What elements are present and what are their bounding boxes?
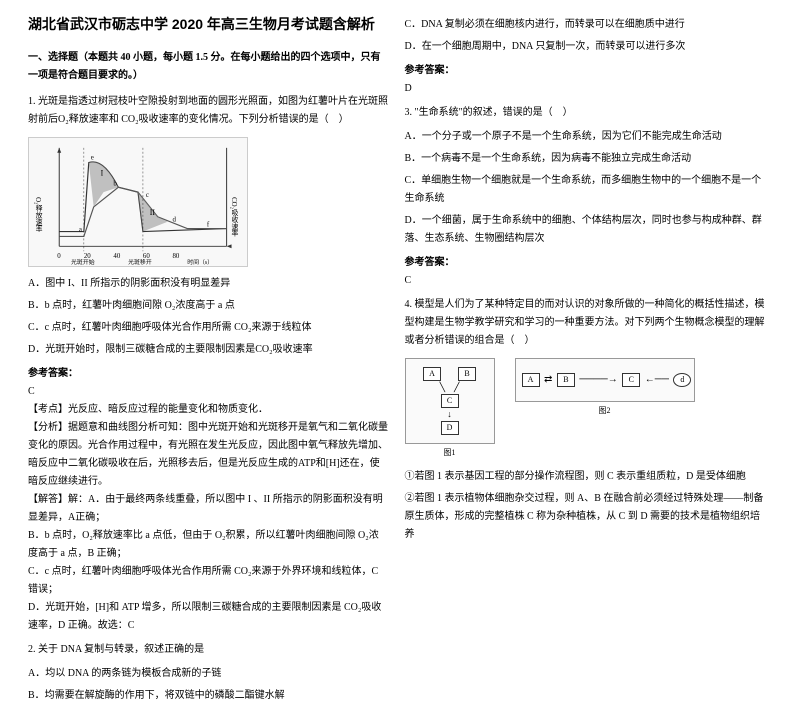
q2-answer-label: 参考答案： xyxy=(405,62,766,80)
svg-text:O₂释放速率: O₂释放速率 xyxy=(34,197,42,233)
svg-text:I: I xyxy=(101,169,104,178)
svg-text:e: e xyxy=(91,155,94,162)
q1-point: 【考点】光反应、暗反应过程的能量变化和物质变化． xyxy=(28,401,389,419)
arrow-icon: ⇄ xyxy=(544,371,552,389)
d2-node-c: C xyxy=(622,373,640,387)
q3-answer-label: 参考答案： xyxy=(405,254,766,272)
diagram-1: A B ╲ ╱ C ↓ D xyxy=(405,358,495,444)
section-1-header: 一、选择题（本题共 40 小题，每小题 1.5 分。在每小题给出的四个选项中，只… xyxy=(28,49,389,85)
q2-option-b: B．均需要在解旋酶的作用下，将双链中的磷酸二酯键水解 xyxy=(28,687,389,705)
q1-chart: a e b c d f I II 0 20 40 60 80 O₂释放速率 CO… xyxy=(28,137,248,267)
q2-answer: D xyxy=(405,80,766,98)
d2-node-a: A xyxy=(522,373,540,387)
q3-option-a: A．一个分子或一个原子不是一个生命系统，因为它们不能完成生命活动 xyxy=(405,128,766,146)
d1-node-d: D xyxy=(441,421,459,435)
q1-answer-label: 参考答案： xyxy=(28,365,389,383)
svg-text:CO₂吸收速率: CO₂吸收速率 xyxy=(230,197,238,238)
left-column: 湖北省武汉市砺志中学 2020 年高三生物月考试题含解析 一、选择题（本题共 4… xyxy=(20,12,397,549)
svg-text:b: b xyxy=(113,180,117,187)
svg-text:f: f xyxy=(207,222,210,229)
q1-analysis-5: D．光斑开始，[H]和 ATP 增多，所以限制三碳糖合成的主要限制因素是 CO₂… xyxy=(28,599,389,635)
d1-node-a: A xyxy=(423,367,441,381)
d2-node-b: B xyxy=(557,373,575,387)
exam-title: 湖北省武汉市砺志中学 2020 年高三生物月考试题含解析 xyxy=(28,12,389,37)
d2-node-d: d xyxy=(673,373,691,387)
q1-option-a: A．图中 I、II 所指示的阴影面积没有明显差异 xyxy=(28,275,389,293)
q3-answer: C xyxy=(405,272,766,290)
d1-node-b: B xyxy=(458,367,476,381)
svg-text:80: 80 xyxy=(172,253,179,260)
diagram-1-wrapper: A B ╲ ╱ C ↓ D 图1 xyxy=(405,358,495,460)
svg-text:II: II xyxy=(150,208,156,217)
q3-option-b: B．一个病毒不是一个生命系统，因为病毒不能独立完成生命活动 xyxy=(405,150,766,168)
svg-text:光斑开始: 光斑开始 xyxy=(71,258,95,266)
svg-text:d: d xyxy=(172,217,176,224)
diagram-2: A ⇄ B ────→ C ←── d xyxy=(515,358,695,402)
arrow-icon: ←── xyxy=(645,371,669,389)
q2-option-c: C．DNA 复制必须在细胞核内进行，而转录可以在细胞质中进行 xyxy=(405,16,766,34)
svg-text:光斑移开: 光斑移开 xyxy=(128,258,152,266)
q1-analysis-3: B．b 点时，O₂释放速率比 a 点低，但由于 O₂积累，所以红薯叶肉细胞间隙 … xyxy=(28,527,389,563)
diagram-2-label: 图2 xyxy=(515,404,695,418)
q1-analysis-4: C．c 点时，红薯叶肉细胞呼吸体光合作用所需 CO₂来源于外界环境和线粒体，C … xyxy=(28,563,389,599)
q4-diagrams: A B ╲ ╱ C ↓ D 图1 A ⇄ B xyxy=(405,358,766,460)
question-1-stem: 1. 光斑是指透过树冠枝叶空隙投射到地面的圆形光照面，如图为红薯叶片在光斑照射前… xyxy=(28,93,389,129)
q1-analysis-2: 【解答】解：A．由于最终两条线重叠，所以图中 I 、II 所指示的阴影面积没有明… xyxy=(28,491,389,527)
q4-sub-2: ②若图 1 表示植物体细胞杂交过程，则 A、B 在融合前必须经过特殊处理——制备… xyxy=(405,490,766,544)
svg-text:a: a xyxy=(79,227,82,234)
d1-node-c: C xyxy=(441,394,459,408)
q3-option-d: D．一个细菌，属于生命系统中的细胞、个体结构层次，同时也参与构成种群、群落、生态… xyxy=(405,212,766,248)
q2-option-a: A．均以 DNA 的两条链为模板合成新的子链 xyxy=(28,665,389,683)
question-4-stem: 4. 模型是人们为了某种特定目的而对认识的对象所做的一种简化的概括性描述，模型构… xyxy=(405,296,766,350)
svg-text:40: 40 xyxy=(113,253,120,260)
q2-option-d: D．在一个细胞周期中，DNA 只复制一次，而转录可以进行多次 xyxy=(405,38,766,56)
q1-answer: C xyxy=(28,383,389,401)
q1-option-b: B．b 点时，红薯叶肉细胞间隙 O₂浓度高于 a 点 xyxy=(28,297,389,315)
question-2-stem: 2. 关于 DNA 复制与转录，叙述正确的是 xyxy=(28,641,389,659)
svg-text:时间（s）: 时间（s） xyxy=(187,258,213,266)
svg-text:0: 0 xyxy=(57,253,61,260)
arrow-icon: ────→ xyxy=(579,371,617,389)
question-3-stem: 3. "生命系统"的叙述，错误的是（ ） xyxy=(405,104,766,122)
right-column: C．DNA 复制必须在细胞核内进行，而转录可以在细胞质中进行 D．在一个细胞周期… xyxy=(397,12,774,549)
diagram-2-wrapper: A ⇄ B ────→ C ←── d 图2 xyxy=(515,358,695,460)
q1-option-c: C．c 点时，红薯叶肉细胞呼吸体光合作用所需 CO₂来源于线粒体 xyxy=(28,319,389,337)
diagram-1-label: 图1 xyxy=(405,446,495,460)
q4-sub-1: ①若图 1 表示基因工程的部分操作流程图，则 C 表示重组质粒，D 是受体细胞 xyxy=(405,468,766,486)
q1-option-d: D．光斑开始时，限制三碳糖合成的主要限制因素是CO₂吸收速率 xyxy=(28,341,389,359)
svg-text:c: c xyxy=(146,192,149,199)
chart-svg: a e b c d f I II 0 20 40 60 80 O₂释放速率 CO… xyxy=(29,138,247,266)
q3-option-c: C．单细胞生物一个细胞就是一个生命系统，而多细胞生物中的一个细胞不是一个生命系统 xyxy=(405,172,766,208)
q1-analysis-1: 【分析】据题意和曲线图分析可知：图中光斑开始和光斑移开是氧气和二氧化碳量变化的原… xyxy=(28,419,389,491)
